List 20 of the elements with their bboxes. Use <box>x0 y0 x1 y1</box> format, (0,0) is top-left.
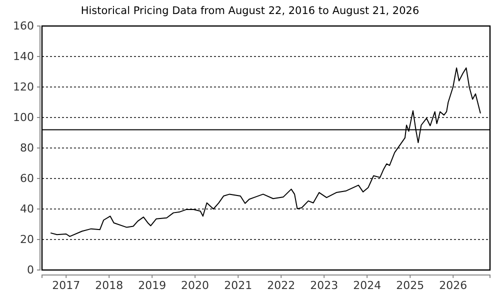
y-tick-label: 120 <box>13 80 34 94</box>
y-tick-label: 40 <box>20 202 34 216</box>
x-tick-label: 2025 <box>396 278 424 292</box>
x-tick-label: 2024 <box>353 278 382 292</box>
y-tick-label: 160 <box>13 20 34 33</box>
y-tick-label: 0 <box>27 264 34 277</box>
x-tick-label: 2022 <box>267 278 296 292</box>
x-tick-label: 2019 <box>138 278 166 292</box>
chart-title: Historical Pricing Data from August 22, 2016 to August 21, 2026 <box>80 5 420 17</box>
x-tick-label: 2020 <box>181 278 210 292</box>
x-tick-label: 2026 <box>439 278 468 292</box>
y-tick-label: 80 <box>20 142 34 155</box>
x-tick-label: 2018 <box>95 278 124 292</box>
x-tick-label: 2021 <box>224 278 252 292</box>
x-tick-label: 2017 <box>52 278 80 292</box>
y-tick-label: 100 <box>13 111 34 124</box>
y-tick-label: 20 <box>20 233 34 246</box>
y-tick-label: 140 <box>13 50 34 64</box>
x-tick-label: 2023 <box>310 278 338 292</box>
y-tick-label: 60 <box>20 172 34 186</box>
